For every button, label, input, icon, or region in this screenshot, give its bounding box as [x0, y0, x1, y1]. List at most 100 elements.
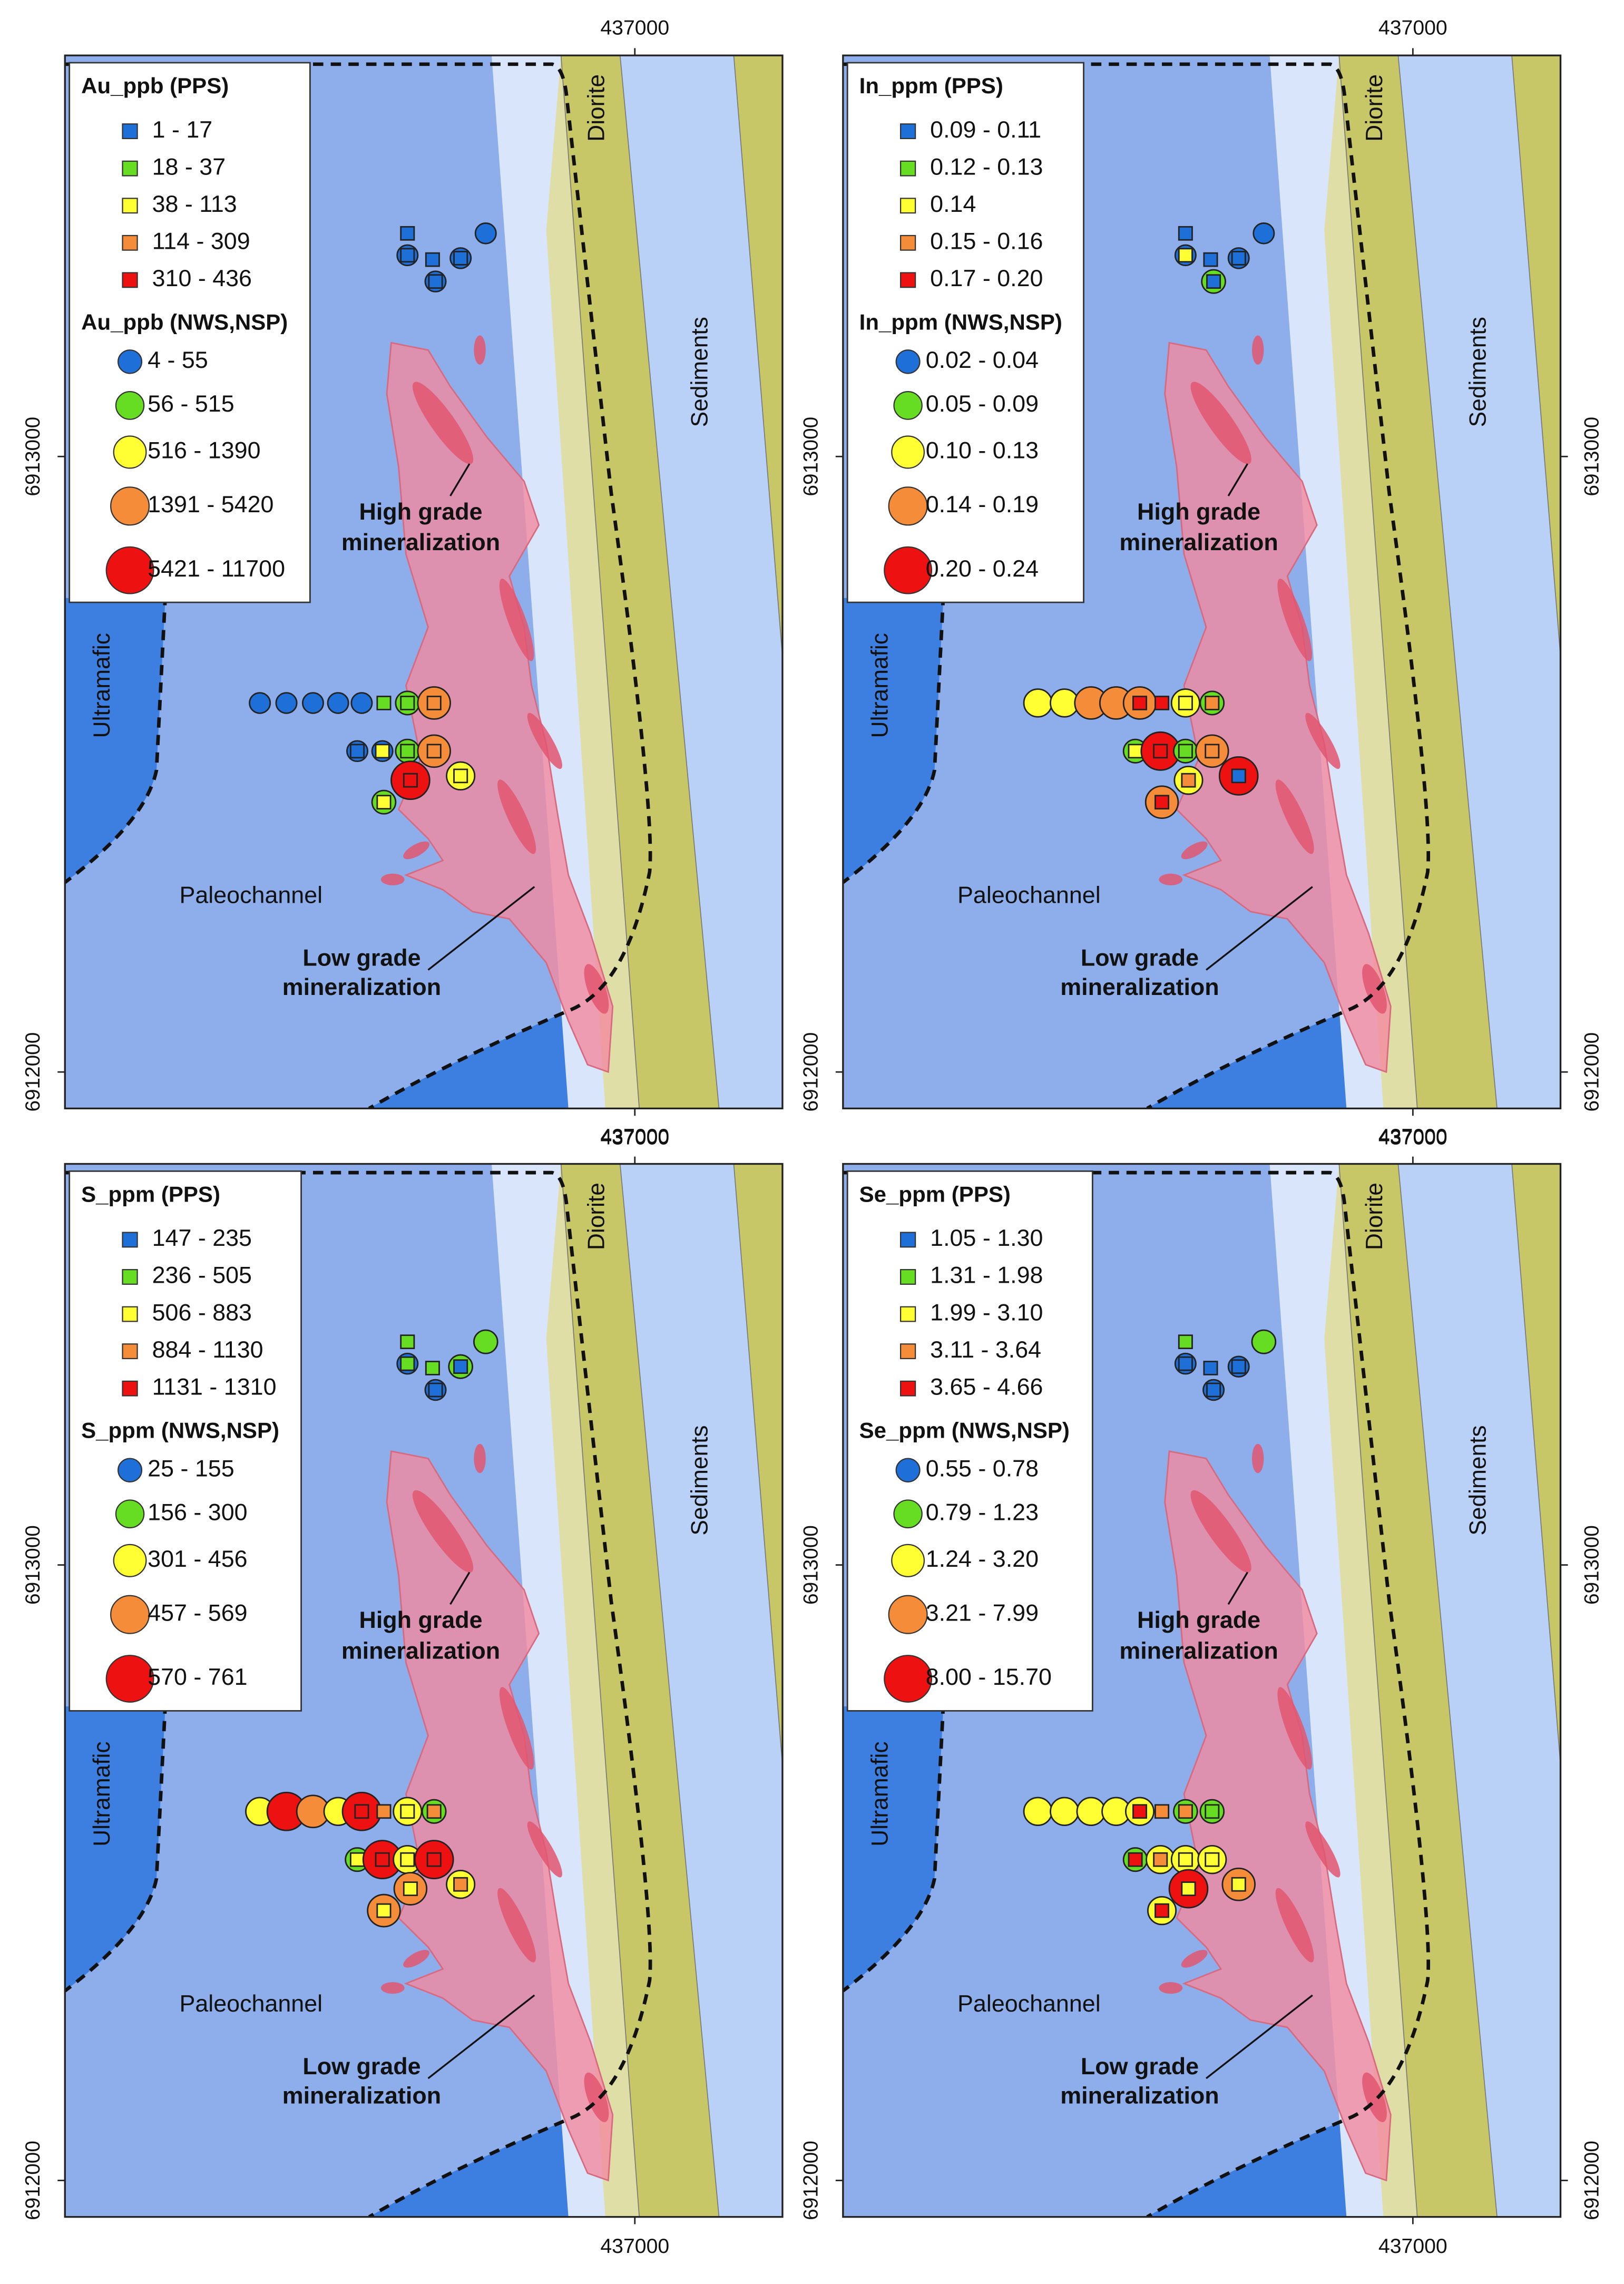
sample-pps: [453, 251, 468, 266]
unit-label: Sediments: [687, 1425, 712, 1535]
legend-label: 56 - 515: [148, 391, 234, 417]
sample-pps: [1178, 248, 1193, 263]
high-grade-zone: [584, 964, 609, 1014]
sample-pps: [1231, 1359, 1246, 1374]
legend-label: 884 - 1130: [152, 1337, 263, 1363]
high-grade-zone: [380, 873, 405, 885]
easting-label: 437000: [600, 1125, 669, 1148]
unit-boundary: [733, 1164, 782, 1765]
easting-label: 437000: [1378, 1127, 1447, 1149]
easting-label: 437000: [1378, 17, 1447, 40]
legend-box: [846, 1170, 1093, 1712]
high-grade-zone: [1305, 1821, 1341, 1878]
unit-label: Paleochannel: [179, 1991, 322, 2017]
sample-pps: [453, 1359, 468, 1374]
boundary-dashed: [843, 594, 945, 884]
zone-label: mineralization: [282, 974, 441, 1000]
unit-label: Sediments: [687, 317, 712, 427]
legend-label: 236 - 505: [152, 1263, 252, 1289]
sample-pps: [400, 1356, 415, 1371]
map-panel: Diorite Sediments Ultramafic Paleochannel Hi…: [799, 1125, 1603, 2258]
sample-pps: [425, 252, 440, 267]
northing-label: 6913000: [799, 1525, 822, 1605]
diorite-strip: [1339, 55, 1498, 1109]
map-body: Diorite Sediments Ultramafic Paleochannel Hi…: [65, 55, 782, 1109]
legend-swatch: [884, 1655, 933, 1703]
legend-label: 0.14: [930, 191, 976, 217]
easting-label: 437000: [600, 2235, 669, 2258]
pale-strip: [1324, 1164, 1417, 2217]
legend-swatch: [899, 1232, 916, 1248]
sample-pps: [1181, 1881, 1196, 1896]
sample-nws: [275, 692, 298, 714]
unit-label: Paleochannel: [179, 883, 322, 909]
sample-pps: [376, 1903, 392, 1918]
map-panel: Diorite Sediments Ultramafic Paleochannel Hi…: [22, 17, 784, 1149]
leader-line: [1206, 886, 1313, 971]
unit-boundary: [1338, 55, 1418, 1109]
easting-label: 437000: [600, 1127, 669, 1149]
sample-pps: [1178, 1356, 1193, 1371]
unit-boundary: [560, 55, 640, 1109]
legend: S_ppm (PPS) 147 - 235 236 - 505 506 - 883 88…: [69, 1170, 302, 1712]
high-grade-zone: [1190, 382, 1251, 464]
unit-boundary: [733, 55, 782, 657]
legend-swatch: [122, 1380, 138, 1397]
unit-label: Diorite: [583, 1183, 609, 1250]
sample-pps: [1132, 696, 1148, 710]
legend-label: 0.15 - 0.16: [930, 229, 1043, 255]
high-grade-zone: [380, 1982, 405, 1994]
legend-label: 0.14 - 0.19: [926, 492, 1039, 518]
legend-label: 1391 - 5420: [148, 492, 273, 518]
legend: Au_ppb (PPS) 1 - 17 18 - 37 38 - 113 114 - 3…: [69, 62, 311, 603]
boundary-dashed: [65, 62, 652, 1109]
legend-label: 0.55 - 0.78: [926, 1456, 1039, 1482]
legend-label: 1.05 - 1.30: [930, 1225, 1043, 1251]
sample-pps: [1203, 1361, 1218, 1375]
sample-pps: [376, 1804, 392, 1819]
high-grade-zone: [527, 1821, 562, 1878]
sample-nws: [473, 1329, 498, 1354]
sediments-area: [620, 1164, 782, 2217]
sample-pps: [1128, 1852, 1143, 1867]
map-body: Diorite Sediments Ultramafic Paleochannel Hi…: [843, 55, 1561, 1109]
legend-swatch: [122, 272, 138, 288]
zone-label: mineralization: [1119, 1638, 1278, 1664]
legend-label: 38 - 113: [152, 191, 237, 217]
map-frame: [64, 54, 784, 1110]
boundary-dashed: [65, 1703, 168, 1993]
unit-label: Ultramafic: [867, 1741, 893, 1846]
legend-swatch: [122, 198, 138, 214]
northing-label: 6913000: [1580, 417, 1603, 496]
zone-label: Low grade: [1081, 2054, 1199, 2080]
high-grade-zone: [499, 1687, 534, 1770]
unit-label: Sediments: [1465, 1425, 1491, 1535]
legend-label: 18 - 37: [152, 154, 226, 180]
map-frame: [64, 1163, 784, 2218]
sample-pps: [400, 1334, 415, 1349]
unit-boundary: [619, 1164, 720, 2217]
legend-swatch: [122, 1343, 138, 1360]
sample-nws: [327, 692, 349, 714]
zone-label: mineralization: [1060, 974, 1219, 1000]
ultramafic-area: [1147, 2119, 1375, 2217]
sample-pps: [376, 696, 392, 710]
high-grade-zone: [1181, 841, 1208, 860]
legend-swatch: [122, 235, 138, 251]
legend-label: 1.31 - 1.98: [930, 1263, 1043, 1289]
sample-pps: [350, 744, 365, 759]
legend-label: 147 - 235: [152, 1225, 252, 1251]
legend-swatch: [891, 1544, 925, 1577]
zone-label: Low grade: [1081, 945, 1199, 971]
sample-pps: [426, 1804, 442, 1819]
leader-line: [449, 1572, 471, 1605]
northing-label: 6913000: [22, 1525, 44, 1605]
sample-pps: [1231, 1877, 1246, 1892]
unit-label: Diorite: [583, 74, 609, 142]
legend-swatch: [895, 1458, 921, 1482]
sample-pps: [403, 1881, 418, 1896]
legend-swatch: [891, 435, 925, 469]
high-grade-zone: [497, 779, 536, 854]
legend-label: 0.12 - 0.13: [930, 154, 1043, 180]
legend-swatch: [899, 1343, 916, 1360]
